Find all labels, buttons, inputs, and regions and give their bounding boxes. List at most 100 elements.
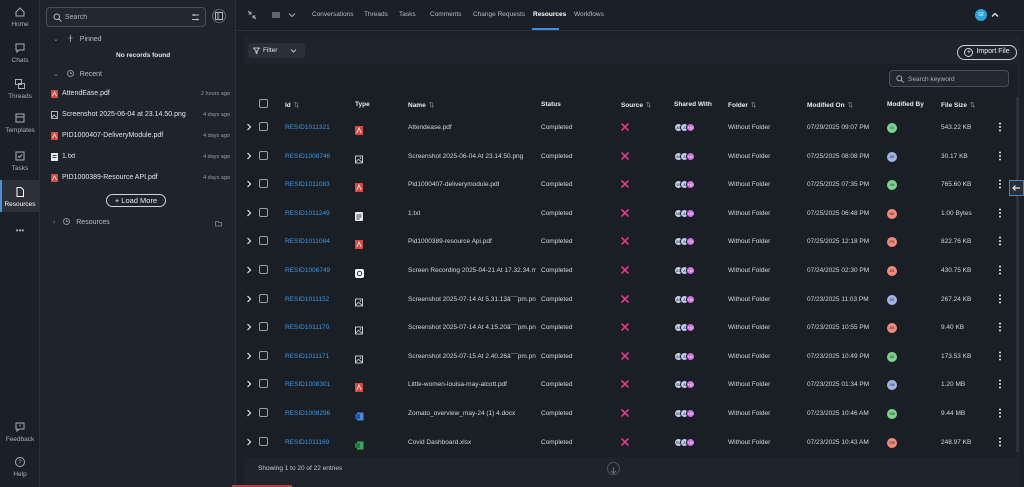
row-checkbox[interactable]	[259, 150, 268, 160]
shared-with-avatars[interactable]: AS A +10	[674, 294, 700, 304]
side-panel-toggle[interactable]	[1009, 180, 1024, 196]
kebab-menu-icon[interactable]	[998, 351, 1002, 361]
shared-with-avatars[interactable]: SM A +10	[674, 409, 700, 418]
chevron-right-icon[interactable]	[246, 123, 252, 131]
sidebar-search-input[interactable]	[65, 11, 185, 24]
header-name[interactable]: Name ⇅	[408, 101, 434, 109]
load-more-button[interactable]: + Load More	[106, 194, 166, 207]
header-id[interactable]: Id ⇅	[285, 101, 299, 109]
recent-section[interactable]: ⌄ Recent	[53, 70, 102, 78]
keyword-search-input[interactable]	[908, 74, 1003, 84]
rail-templates[interactable]: Templates	[0, 112, 40, 138]
row-id[interactable]: RESID1011083	[285, 181, 330, 189]
filter-button[interactable]: Filter	[248, 43, 305, 58]
kebab-menu-icon[interactable]	[998, 208, 1002, 218]
shared-with-avatars[interactable]: SM A +10	[674, 437, 700, 447]
chevron-down-icon[interactable]	[287, 10, 297, 20]
kebab-menu-icon[interactable]	[998, 437, 1002, 447]
sliders-icon[interactable]	[191, 13, 200, 22]
recent-item[interactable]: 1.txt 4 days ago	[51, 151, 230, 165]
shared-with-avatars[interactable]: VN A +10	[674, 180, 700, 190]
row-checkbox[interactable]	[259, 293, 268, 303]
row-id[interactable]: RESID1011170	[285, 324, 330, 332]
rail-help[interactable]: ? Help	[0, 456, 40, 480]
row-name[interactable]: Pid1000407-deliverymodule.pdf	[408, 181, 500, 189]
row-checkbox[interactable]	[259, 322, 268, 332]
chevron-right-icon[interactable]	[246, 152, 252, 160]
chevron-right-icon[interactable]	[246, 237, 252, 245]
row-id[interactable]: RESID1008746	[285, 152, 331, 160]
rail-home[interactable]: Home	[0, 6, 40, 32]
shared-with-avatars[interactable]: NK A +10	[674, 208, 700, 218]
chevron-right-icon[interactable]	[246, 380, 252, 388]
chevron-right-icon[interactable]	[246, 209, 252, 217]
row-name[interactable]: Attendease.pdf	[408, 124, 452, 131]
recent-item[interactable]: PID1000389-Resource API.pdf 4 days ago	[51, 172, 230, 186]
tab-resources[interactable]: Resources	[533, 11, 567, 18]
chevron-right-icon[interactable]	[246, 180, 252, 188]
rail-more-button[interactable]: •••	[0, 226, 40, 238]
kebab-menu-icon[interactable]	[998, 322, 1002, 332]
rail-chats[interactable]: Chats	[0, 42, 40, 68]
rail-resources[interactable]: Resources	[0, 180, 40, 212]
shared-with-avatars[interactable]: AB A +10	[674, 151, 700, 161]
scroll-down-button[interactable]	[607, 462, 620, 475]
chevron-right-icon[interactable]	[246, 438, 252, 446]
rail-tasks[interactable]: Tasks	[0, 150, 40, 176]
row-id[interactable]: RESID1011084	[285, 238, 330, 246]
shared-with-avatars[interactable]: AB A +10	[674, 237, 700, 247]
row-checkbox[interactable]	[259, 207, 268, 217]
kebab-menu-icon[interactable]	[998, 151, 1002, 161]
tab-comments[interactable]: Comments	[430, 11, 462, 18]
recent-item[interactable]: PID1000407-DeliveryModule.pdf 4 days ago	[51, 130, 230, 144]
row-name[interactable]: Covid Dashboard.xlsx	[408, 438, 472, 446]
shared-with-avatars[interactable]: AS A +10	[674, 266, 700, 275]
row-checkbox[interactable]	[259, 265, 268, 274]
tab-tasks[interactable]: Tasks	[399, 11, 416, 18]
collapse-sidebar-button[interactable]	[212, 9, 226, 23]
kebab-menu-icon[interactable]	[998, 122, 1002, 132]
chevron-right-icon[interactable]	[246, 409, 252, 417]
row-id[interactable]: RESID1011169	[285, 438, 330, 446]
row-name[interactable]: Screenshot 2025-07-14 At 5.31.13â¯¯pm.pn…	[408, 295, 536, 303]
row-id[interactable]: RESID1011321	[285, 124, 330, 131]
row-id[interactable]: RESID1008301	[285, 381, 331, 389]
tab-change-requests[interactable]: Change Requests	[473, 11, 526, 18]
chevron-up-icon[interactable]	[990, 10, 1000, 20]
kebab-menu-icon[interactable]	[998, 265, 1002, 275]
shared-with-avatars[interactable]: AS A +10	[674, 351, 700, 361]
import-file-button[interactable]: + Import File	[957, 45, 1017, 60]
row-name[interactable]: 1.txt	[408, 209, 421, 217]
shared-with-avatars[interactable]: AS A +10	[674, 323, 700, 333]
chevron-right-icon[interactable]	[246, 352, 252, 360]
row-checkbox[interactable]	[259, 179, 268, 189]
collapse-arrows-icon[interactable]	[247, 10, 257, 20]
resources-section[interactable]: › Resources	[53, 218, 110, 226]
row-name[interactable]: Zomato_overview_may-24 (1) 4.docx	[408, 410, 516, 417]
row-checkbox[interactable]	[259, 436, 268, 446]
menu-icon[interactable]	[271, 10, 281, 20]
recent-item[interactable]: Screenshot 2025-06-04 at 23.14.50.png 4 …	[51, 109, 230, 123]
pinned-section[interactable]: ⌄ Pinned	[53, 35, 102, 43]
row-name[interactable]: Screenshot 2025-06-04 At 23.14.50.png	[408, 152, 524, 160]
row-id[interactable]: RESID1011249	[285, 209, 330, 217]
row-name[interactable]: Pid1000389-resource Api.pdf	[408, 238, 492, 246]
row-checkbox[interactable]	[259, 350, 268, 360]
header-file-size[interactable]: File Size ⇅	[941, 101, 975, 109]
header-source[interactable]: Source ⇅	[621, 101, 652, 109]
shared-with-avatars[interactable]: SM A +10	[674, 380, 700, 390]
row-id[interactable]: RESID1008296	[285, 410, 331, 417]
row-checkbox[interactable]	[259, 379, 268, 389]
row-name[interactable]: Screen Recording 2025-04-21 At 17.32.34.…	[408, 267, 536, 274]
user-avatar[interactable]: GI	[975, 9, 987, 21]
header-folder[interactable]: Folder ⇅	[728, 101, 756, 109]
table-scrollbar[interactable]	[1016, 97, 1019, 452]
shared-with-avatars[interactable]: AB A +10	[674, 123, 700, 132]
row-name[interactable]: Little-women-louisa-may-alcott.pdf	[408, 381, 507, 389]
tab-threads[interactable]: Threads	[364, 11, 388, 18]
kebab-menu-icon[interactable]	[998, 179, 1002, 189]
row-name[interactable]: Screenshot 2025-07-15 At 2.40.26â¯¯pm.pn	[408, 352, 536, 360]
rail-feedback[interactable]: Feedback	[0, 421, 40, 445]
chevron-right-icon[interactable]	[246, 295, 252, 303]
header-modified-on[interactable]: Modified On ⇅	[807, 101, 853, 109]
